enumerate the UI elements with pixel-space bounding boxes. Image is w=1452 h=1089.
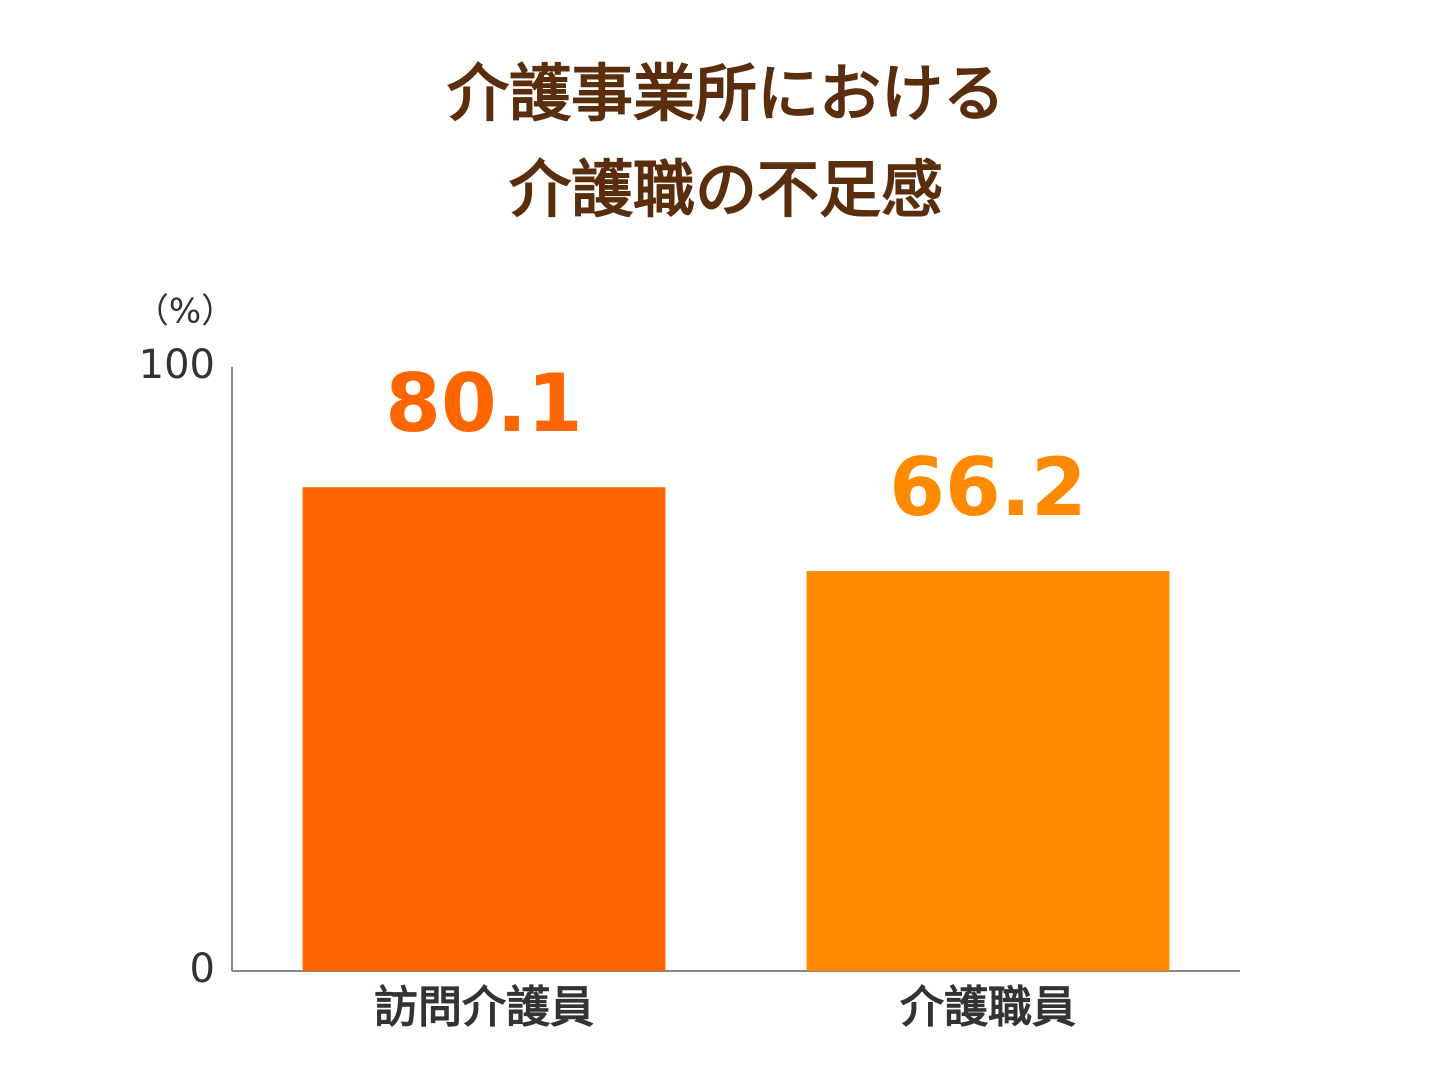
bar (302, 487, 666, 971)
chart-title: 介護事業所における (447, 57, 1005, 130)
y-tick-label: 100 (139, 342, 215, 388)
x-tick-label: 介護職員 (900, 982, 1076, 1033)
bar (806, 571, 1170, 971)
y-axis-label: （%） (135, 292, 235, 332)
y-tick-label: 0 (190, 946, 215, 992)
data-label: 80.1 (385, 357, 582, 450)
data-label: 66.2 (889, 441, 1086, 534)
chart-title: 介護職の不足感 (509, 153, 943, 226)
x-tick-label: 訪問介護員 (374, 982, 594, 1033)
